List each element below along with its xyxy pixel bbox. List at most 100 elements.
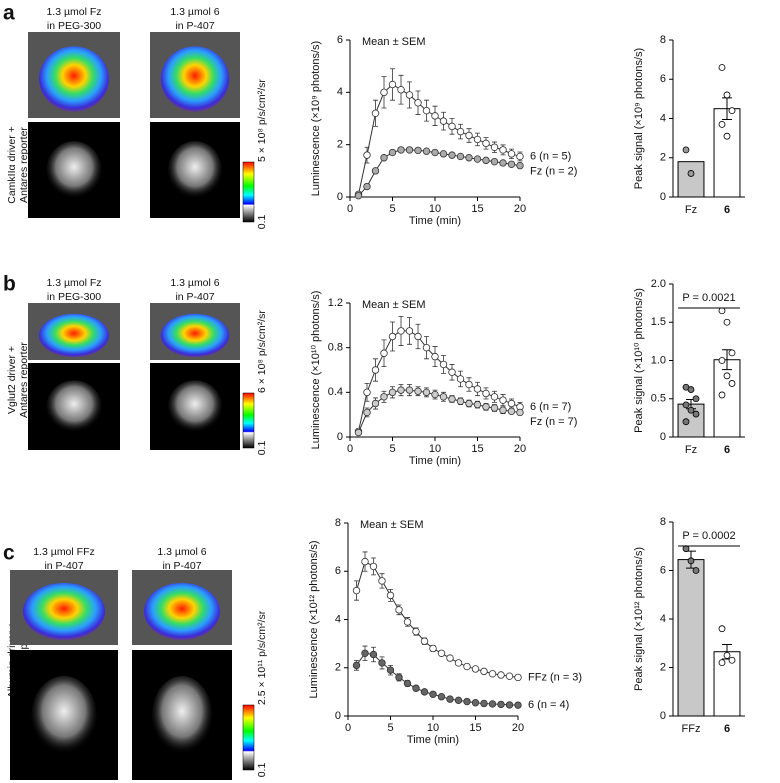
data-point — [728, 380, 736, 387]
data-point — [682, 401, 690, 409]
y-tick-label: 2 — [660, 661, 666, 673]
y-tick-label: 1.0 — [651, 354, 666, 366]
glow-blob — [168, 141, 222, 199]
data-point — [456, 127, 465, 136]
y-tick-label: 2.0 — [651, 278, 666, 290]
data-point — [516, 161, 524, 170]
panel-letter: b — [3, 273, 16, 296]
y-axis-label: Luminescence (×10¹⁰ photons/s) — [310, 291, 322, 450]
legend-label: 6 (n = 5) — [530, 150, 571, 162]
y-tick-label: 1.2 — [328, 297, 343, 309]
data-point — [687, 406, 695, 414]
row-label: CamkIIα driver + — [6, 126, 18, 204]
bar — [677, 161, 705, 198]
data-point — [380, 88, 388, 97]
colorbar-max: 6 × 10⁸ p/s/cm²/sr — [256, 310, 268, 393]
signal-blob — [144, 583, 220, 640]
x-tick-label: 0 — [347, 443, 353, 455]
data-point — [422, 147, 431, 155]
y-axis-label: Luminescence (×10⁹ photons/s) — [310, 41, 322, 196]
data-point — [490, 393, 499, 401]
data-point — [499, 159, 507, 167]
legend-label: Fz (n = 7) — [530, 416, 577, 428]
data-point — [482, 156, 490, 165]
data-point — [405, 386, 414, 394]
y-axis-label: Peak signal (×10¹² photons/s) — [633, 547, 645, 691]
data-point — [692, 395, 700, 403]
legend-label: 6 (n = 7) — [530, 401, 571, 413]
y-tick-label: 4 — [335, 613, 341, 625]
x-tick-label: 10 — [429, 203, 441, 215]
y-tick-label: 1.5 — [651, 316, 666, 328]
y-tick-label: 2 — [335, 662, 341, 674]
x-tick-label: 20 — [512, 722, 524, 734]
series-line — [358, 83, 521, 195]
data-point — [497, 700, 505, 709]
row-label: Vglut2 driver + — [6, 346, 18, 414]
data-point — [371, 399, 380, 408]
data-point — [431, 148, 439, 157]
colorbar-min: 0.1 — [256, 441, 268, 456]
data-point — [431, 352, 439, 361]
y-tick-label: 0 — [660, 191, 666, 203]
data-point — [448, 395, 456, 403]
x-axis-label: Time (min) — [407, 734, 459, 746]
data-point — [723, 91, 731, 99]
data-point — [499, 396, 507, 404]
data-point — [395, 673, 403, 682]
data-point — [718, 307, 726, 315]
data-point — [380, 393, 388, 401]
data-point — [437, 693, 446, 701]
data-point — [465, 380, 473, 389]
data-point — [456, 152, 465, 161]
x-tick-label: 10 — [429, 443, 441, 455]
bar — [677, 559, 705, 717]
x-axis-label: Time (min) — [409, 215, 461, 227]
signal-blob — [39, 313, 109, 358]
data-point — [388, 80, 397, 89]
data-point — [718, 391, 726, 399]
legend-label: Fz (n = 2) — [530, 165, 577, 177]
p-value: P = 0.0021 — [682, 292, 735, 304]
data-point — [687, 557, 695, 565]
data-point — [728, 107, 736, 115]
data-point — [422, 388, 431, 397]
signal-blob — [160, 313, 230, 358]
data-point — [456, 375, 465, 383]
data-point — [429, 690, 437, 698]
y-tick-label: 4 — [337, 86, 343, 98]
data-point — [380, 349, 388, 357]
x-tick-label: 15 — [471, 443, 483, 455]
data-point — [490, 404, 499, 412]
colorbar-max: 5 × 10⁸ p/s/cm²/sr — [256, 79, 268, 162]
x-tick-label: Fz — [685, 204, 697, 216]
data-point — [516, 152, 524, 161]
data-point — [371, 109, 380, 117]
data-point — [414, 332, 422, 341]
data-point — [397, 327, 405, 335]
data-point — [388, 148, 397, 157]
data-point — [448, 151, 456, 159]
y-axis-label: Peak signal (×10¹⁰ photons/s) — [633, 288, 645, 433]
data-point — [507, 150, 516, 158]
data-point — [490, 143, 499, 151]
data-point — [480, 699, 488, 708]
data-point — [371, 167, 380, 175]
image-title: 1.3 µmol Fz — [46, 277, 101, 289]
colorbar — [242, 704, 255, 771]
data-point — [352, 586, 361, 595]
data-point — [431, 112, 439, 120]
data-point — [448, 122, 456, 131]
panel-letter: a — [3, 2, 15, 25]
data-point — [361, 557, 369, 566]
data-point — [465, 399, 473, 408]
y-tick-label: 0 — [335, 710, 341, 722]
data-point — [397, 146, 405, 154]
data-point — [363, 151, 371, 159]
x-tick-label: 6 — [724, 444, 730, 456]
data-point — [723, 651, 731, 659]
data-point — [463, 697, 471, 706]
image-title: 1.3 µmol 6 — [170, 6, 219, 18]
row-label: Antares reporter — [18, 127, 30, 203]
data-point — [514, 673, 522, 682]
